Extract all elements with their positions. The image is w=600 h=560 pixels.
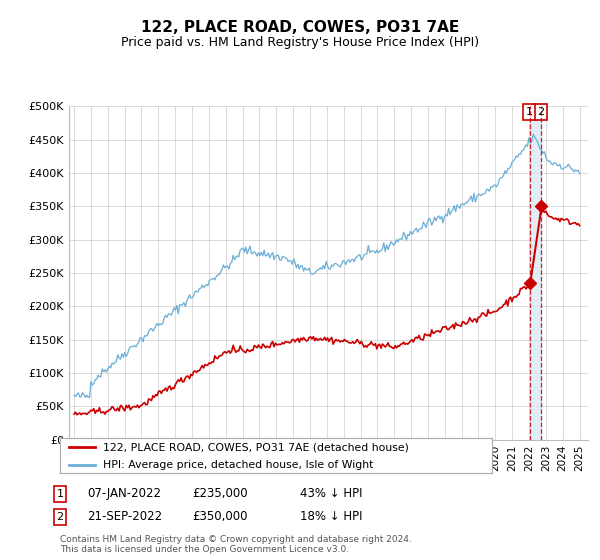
Text: 122, PLACE ROAD, COWES, PO31 7AE (detached house): 122, PLACE ROAD, COWES, PO31 7AE (detach…: [103, 442, 409, 452]
Text: HPI: Average price, detached house, Isle of Wight: HPI: Average price, detached house, Isle…: [103, 460, 374, 469]
Text: 1: 1: [526, 107, 533, 116]
Text: 18% ↓ HPI: 18% ↓ HPI: [300, 510, 362, 524]
Text: Price paid vs. HM Land Registry's House Price Index (HPI): Price paid vs. HM Land Registry's House …: [121, 36, 479, 49]
Text: 21-SEP-2022: 21-SEP-2022: [87, 510, 162, 524]
Text: 122, PLACE ROAD, COWES, PO31 7AE: 122, PLACE ROAD, COWES, PO31 7AE: [141, 20, 459, 35]
Text: £350,000: £350,000: [192, 510, 248, 524]
Text: 1: 1: [56, 489, 64, 499]
Text: £235,000: £235,000: [192, 487, 248, 501]
Bar: [530, 106, 541, 440]
Text: 43% ↓ HPI: 43% ↓ HPI: [300, 487, 362, 501]
Text: 2: 2: [56, 512, 64, 522]
Text: 07-JAN-2022: 07-JAN-2022: [87, 487, 161, 501]
Text: Contains HM Land Registry data © Crown copyright and database right 2024.
This d: Contains HM Land Registry data © Crown c…: [60, 535, 412, 554]
Text: 2: 2: [538, 107, 545, 116]
